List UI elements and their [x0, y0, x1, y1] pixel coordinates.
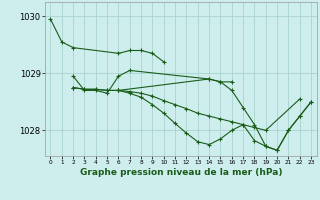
X-axis label: Graphe pression niveau de la mer (hPa): Graphe pression niveau de la mer (hPa) — [80, 168, 282, 177]
